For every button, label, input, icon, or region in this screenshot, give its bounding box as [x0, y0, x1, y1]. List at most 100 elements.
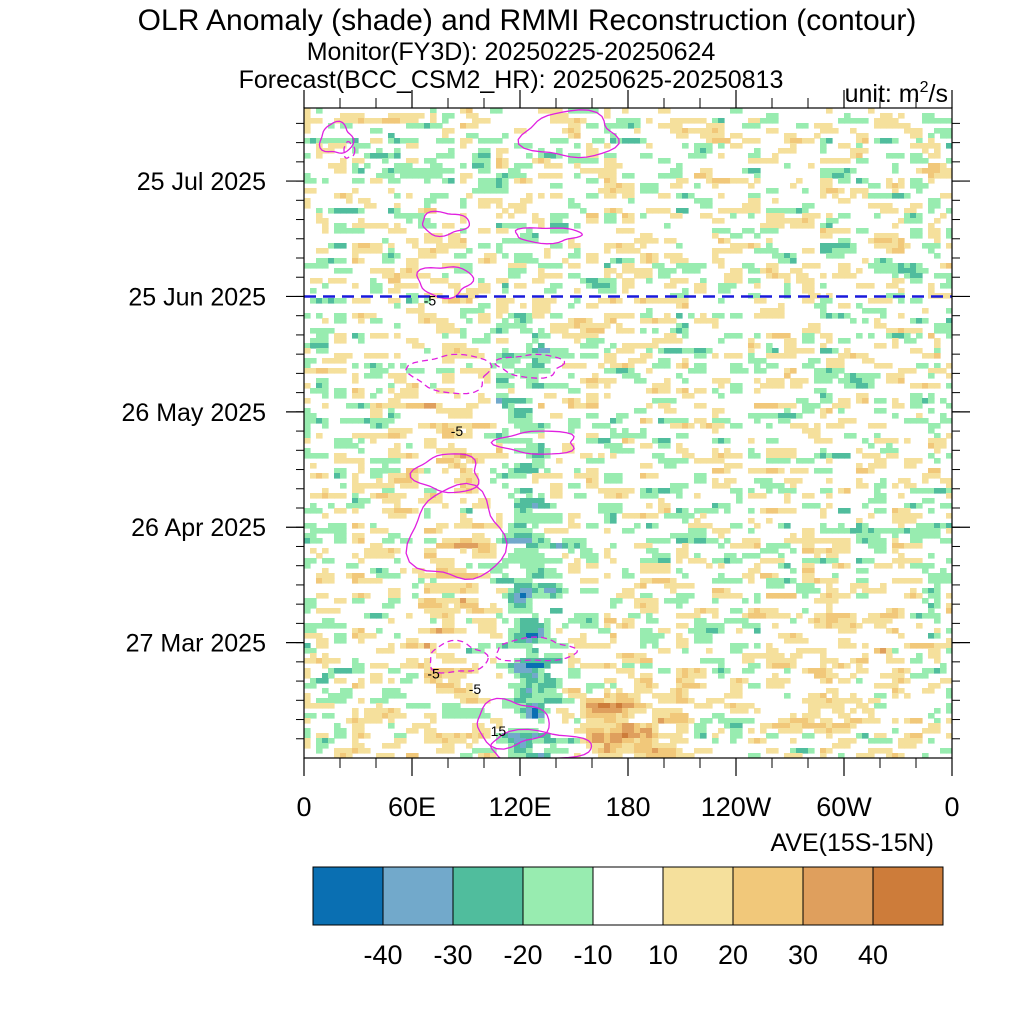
shade-cell-1051	[898, 243, 905, 249]
shade-cell-4488	[910, 658, 917, 664]
shade-cell-497	[934, 168, 941, 174]
shade-cell-1190	[544, 263, 551, 269]
shade-cell-1166	[712, 258, 719, 264]
shade-cell-821	[772, 213, 779, 219]
shade-cell-2412	[316, 418, 323, 424]
shade-cell-2395	[622, 413, 629, 419]
shade-cell-4746	[538, 688, 545, 694]
shade-cell-843	[550, 218, 557, 224]
shade-cell-685	[868, 193, 875, 199]
shade-cell-176	[718, 128, 725, 134]
shade-cell-926	[628, 228, 635, 234]
shade-cell-2614	[394, 443, 401, 449]
shade-cell-4174	[490, 623, 497, 629]
shade-cell-551	[376, 178, 383, 184]
shade-cell-99	[844, 118, 851, 124]
shade-cell-4600	[424, 673, 431, 679]
shade-cell-998	[844, 238, 851, 244]
shade-cell-3427	[814, 538, 821, 544]
shade-cell-4389	[682, 648, 689, 654]
shade-cell-3903	[394, 593, 401, 599]
unit-prefix: unit: m	[845, 80, 920, 108]
shade-cell-3328	[898, 528, 905, 534]
shade-cell-4673	[772, 678, 779, 684]
shade-cell-2077	[376, 373, 383, 379]
shade-cell-4807	[730, 693, 737, 699]
shade-cell-1657	[502, 323, 509, 329]
shade-cell-696	[358, 198, 365, 204]
shade-cell-3045	[640, 493, 647, 499]
shade-cell-3792	[772, 578, 779, 584]
shade-cell-3253	[514, 523, 521, 529]
shade-cell-1245	[622, 268, 629, 274]
shade-cell-2489	[706, 423, 713, 429]
shade-cell-293	[706, 143, 713, 149]
shade-cell-1805	[934, 338, 941, 344]
shade-cell-815	[676, 213, 683, 219]
shade-cell-1881	[844, 348, 851, 354]
shade-cell-3143	[598, 508, 605, 514]
shade-cell-4180	[544, 623, 551, 629]
shade-cell-1127	[772, 253, 779, 259]
shade-cell-423	[340, 163, 347, 169]
shade-cell-2008	[802, 363, 809, 369]
shade-cell-63	[382, 118, 389, 124]
shade-cell-3023	[340, 493, 347, 499]
shade-cell-2480	[574, 423, 581, 429]
shade-cell-1220	[898, 263, 905, 269]
shade-cell-1300	[664, 273, 671, 279]
shade-cell-3799	[820, 578, 827, 584]
shade-cell-600	[610, 183, 617, 189]
shade-cell-2697	[502, 453, 509, 459]
shade-cell-3391	[472, 538, 479, 544]
shade-cell-2460	[418, 423, 425, 429]
shade-cell-3190	[610, 513, 617, 519]
shade-cell-3973	[616, 598, 623, 604]
shade-cell-4461	[568, 658, 575, 664]
shade-cell-1369	[394, 283, 401, 289]
shade-cell-717	[928, 198, 935, 204]
shade-cell-3266	[706, 523, 713, 529]
shade-cell-819	[748, 213, 755, 219]
shade-cell-1468	[352, 298, 359, 304]
shade-cell-4352	[592, 643, 599, 649]
shade-cell-2761	[676, 458, 683, 464]
shade-cell-525	[610, 173, 617, 179]
shade-cell-3256	[568, 523, 575, 529]
shade-cell-1918	[640, 353, 647, 359]
shade-cell-4587	[898, 668, 905, 674]
shade-cell-3932	[772, 593, 779, 599]
shade-cell-851	[712, 218, 719, 224]
shade-cell-221	[340, 138, 347, 144]
shade-cell-2290	[880, 398, 887, 404]
shade-cell-2863	[406, 473, 413, 479]
shade-cell-150	[874, 123, 881, 129]
shade-cell-431	[460, 163, 467, 169]
shade-cell-4275	[580, 633, 587, 639]
shade-cell-327	[778, 148, 785, 154]
shade-cell-2847	[856, 468, 863, 474]
shade-cell-4469	[706, 658, 713, 664]
shade-cell-2576	[430, 438, 437, 444]
shade-cell-1168	[778, 258, 785, 264]
shade-cell-4363	[766, 643, 773, 649]
shade-cell-2291	[892, 398, 899, 404]
shade-cell-2305	[388, 403, 395, 409]
shade-cell-1219	[892, 263, 899, 269]
shade-cell-3875	[592, 588, 599, 594]
shade-cell-2307	[400, 403, 407, 409]
shade-cell-1318	[916, 273, 923, 279]
shade-cell-655	[340, 193, 347, 199]
shade-cell-166	[604, 128, 611, 134]
shade-cell-4045	[694, 608, 701, 614]
shade-cell-3612	[730, 558, 737, 564]
shade-cell-3284	[316, 528, 323, 534]
shade-cell-3894	[922, 588, 929, 594]
shade-cell-4478	[790, 658, 797, 664]
shade-cell-4581	[814, 668, 821, 674]
shade-cell-2483	[604, 423, 611, 429]
shade-cell-1693	[502, 328, 509, 334]
shade-cell-3035	[526, 493, 533, 499]
shade-cell-1938	[928, 353, 935, 359]
shade-cell-3453	[484, 543, 491, 549]
